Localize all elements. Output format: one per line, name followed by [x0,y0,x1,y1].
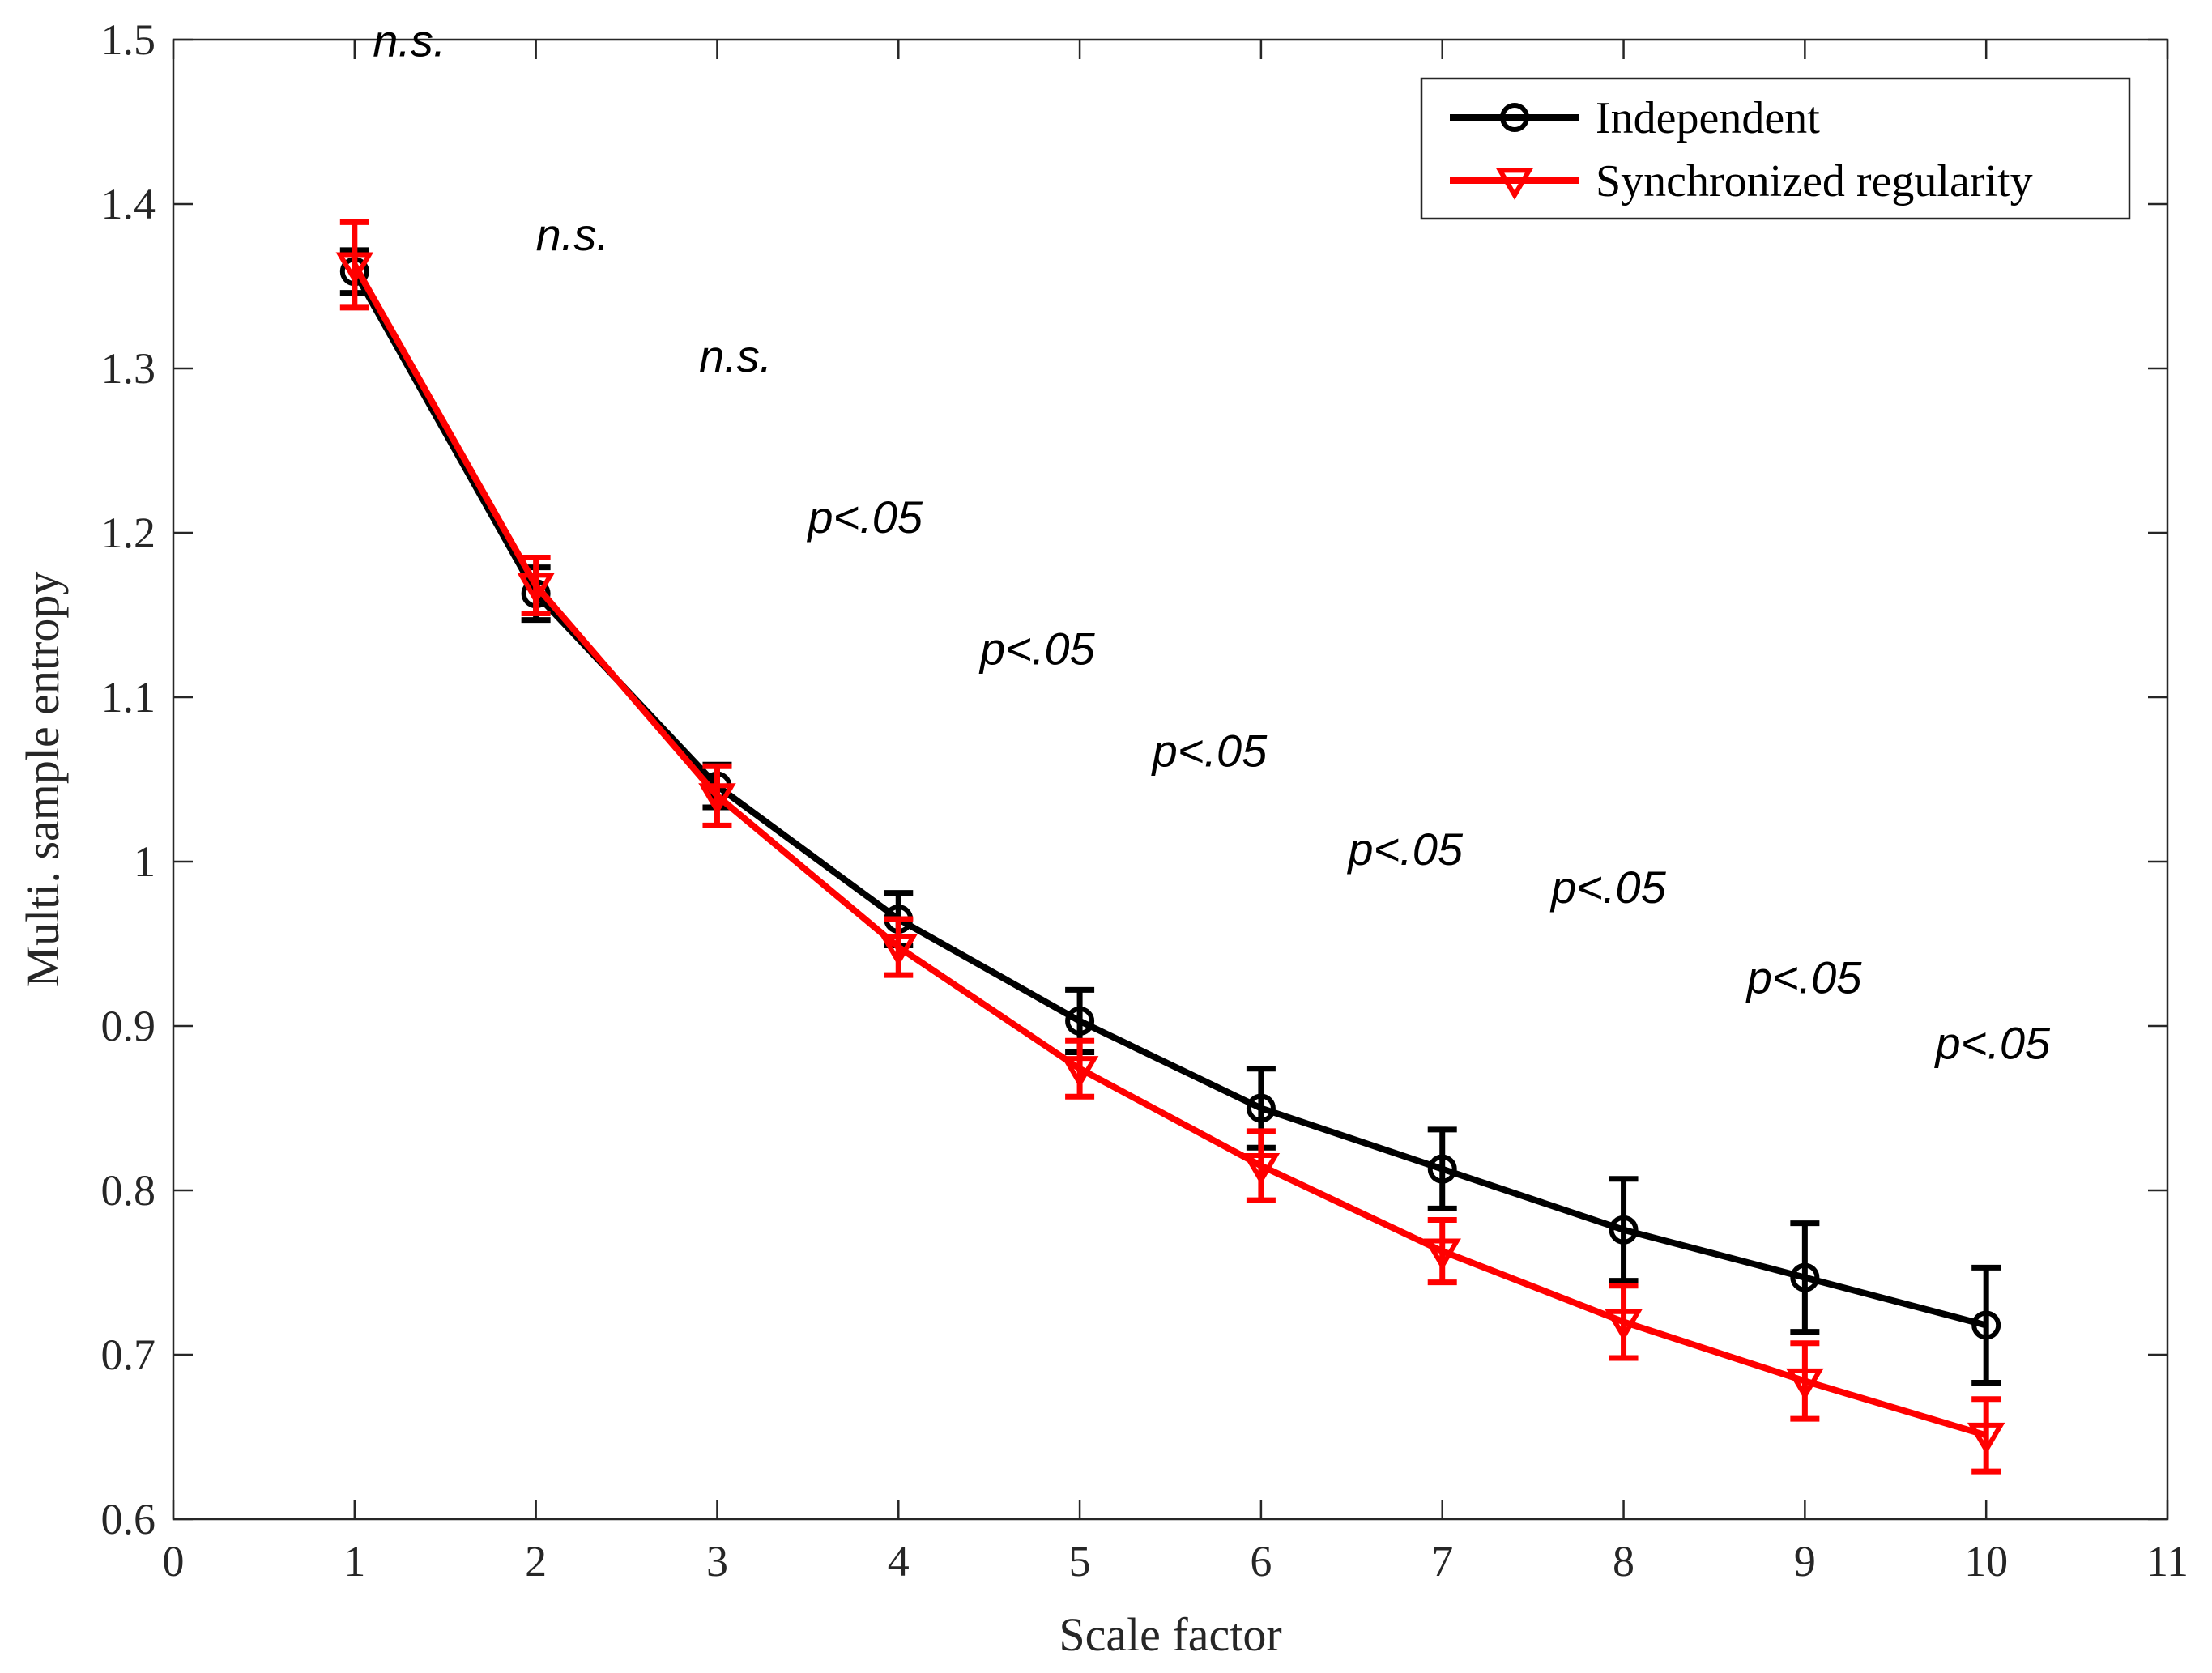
data-point [1242,1152,1281,1186]
y-tick-label: 0.6 [101,1495,156,1543]
y-tick-label: 1.2 [101,509,156,557]
significance-annotation: n.s. [536,209,609,260]
significance-annotation: p<.05 [806,492,923,543]
data-point [698,783,736,815]
significance-annotation: n.s. [699,330,772,381]
series-line [352,263,1988,1439]
series-layer [335,219,2005,1475]
data-point [1967,1422,2005,1455]
y-tick-label: 1 [134,837,156,886]
series-1 [335,219,2005,1475]
data-point [335,252,374,285]
significance-annotation: p<.05 [1549,862,1667,913]
y-tick-label: 1.4 [101,180,156,228]
x-tick-label: 0 [163,1537,185,1586]
axes-layer: 0 1 2 3 4 5 6 7 8 9 10 11 0.6 0.7 0.8 0.9 1 1.1 1.2 1.3 1.4 1… [16,15,2189,1661]
x-tick-label: 9 [1794,1537,1816,1586]
x-tick-label: 11 [2146,1537,2189,1586]
y-tick-label: 1.3 [101,344,156,393]
y-tick-label: 0.9 [101,1002,156,1050]
data-point [1609,1215,1639,1245]
data-point [1786,1368,1824,1401]
y-tick-label: 1.1 [101,673,156,722]
data-point [1427,1154,1457,1184]
data-point [1065,1006,1095,1036]
significance-annotation: p<.05 [978,623,1096,674]
significance-annotation: n.s. [373,15,445,66]
x-tick-label: 3 [706,1537,728,1586]
legend-box [1420,77,2131,220]
x-tick-label: 2 [525,1537,547,1586]
legend: Independent Synchronized regularity [1420,77,2131,220]
significance-annotation: p<.05 [1346,824,1464,875]
series-line [352,270,1988,1329]
data-point [1246,1093,1276,1123]
legend-entry: Independent [1596,93,1820,143]
y-tick-label: 1.5 [101,15,156,64]
series-0 [339,247,2001,1386]
data-point [517,573,555,605]
y-tick-label: 0.7 [101,1330,156,1379]
significance-annotation: p<.05 [1745,951,1863,1003]
significance-annotation: p<.05 [1934,1018,2052,1069]
data-point [1423,1238,1461,1271]
data-point [1971,1310,2001,1340]
x-tick-label: 8 [1613,1537,1634,1586]
legend-marker [1495,168,1534,200]
data-point [1790,1262,1820,1292]
data-point [880,934,918,967]
x-tick-label: 1 [343,1537,365,1586]
annotations-layer: n.s. n.s. n.s. p<.05 p<.05 p<.05 p<.05 p<.05 p<.… [373,15,2051,1068]
data-point [1605,1309,1643,1342]
y-tick-label: 0.8 [101,1166,156,1215]
x-tick-label: 4 [888,1537,910,1586]
x-tick-label: 6 [1250,1537,1272,1586]
plot-frame [172,38,2169,1521]
x-axis-label: Scale factor [1059,1608,1281,1661]
significance-annotation: p<.05 [1151,725,1268,776]
legend-marker [1500,103,1529,132]
data-point [1060,1056,1099,1088]
x-tick-label: 10 [1964,1537,2008,1586]
legend-entry: Synchronized regularity [1596,156,2033,206]
y-axis-label: Multi. sample entropy [16,572,69,988]
x-tick-label: 5 [1069,1537,1091,1586]
x-tick-label: 7 [1431,1537,1453,1586]
